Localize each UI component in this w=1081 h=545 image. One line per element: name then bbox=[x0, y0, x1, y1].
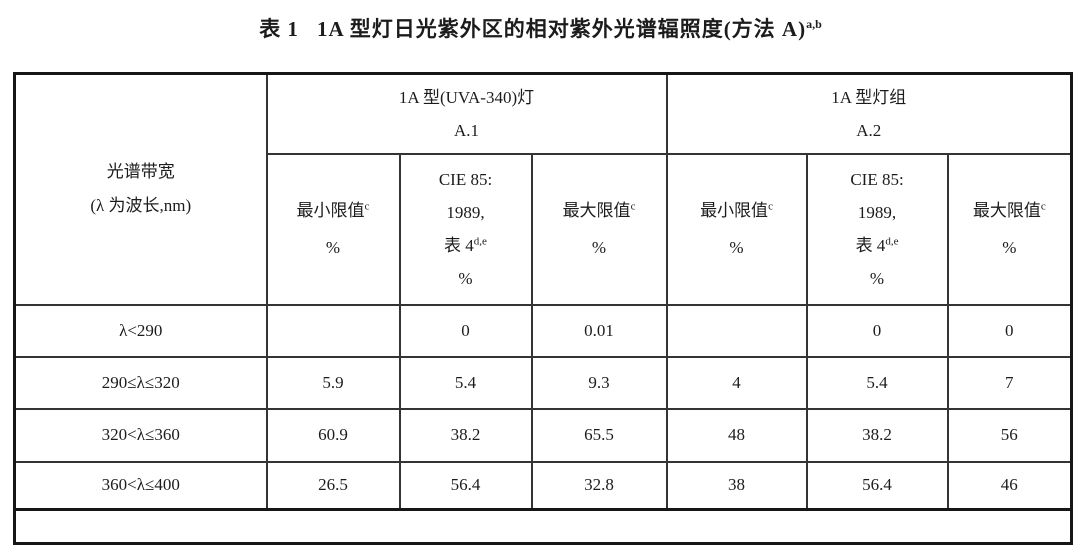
cie-unit: % bbox=[869, 269, 885, 288]
value-cell: 65.5 bbox=[530, 407, 668, 463]
footnote-stub-cell bbox=[13, 508, 1073, 545]
band-cell: 290≤λ≤320 bbox=[13, 355, 268, 410]
value-cell: 0 bbox=[398, 303, 533, 358]
value-cell: 38.2 bbox=[398, 407, 533, 463]
value-cell: 0 bbox=[805, 303, 949, 358]
value-cell bbox=[665, 303, 808, 358]
value-cell: 56.4 bbox=[805, 460, 949, 511]
band-header-cell: 光谱带宽 (λ 为波长,nm) bbox=[13, 72, 268, 306]
cie-line3: 表 4 bbox=[444, 236, 474, 255]
band-cell: λ<290 bbox=[13, 303, 268, 358]
cie-line1: CIE 85: bbox=[850, 170, 904, 189]
value-cell: 48 bbox=[665, 407, 808, 463]
footnote-section-stub bbox=[13, 508, 1073, 545]
min-label: 最小限值 bbox=[296, 201, 365, 220]
group-header-a1: 1A 型(UVA-340)灯 A.1 bbox=[265, 72, 668, 155]
cie-footnote-marker: d,e bbox=[473, 235, 487, 248]
table-number: 表 1 bbox=[259, 17, 299, 41]
page-title: 表 1 1A 型灯日光紫外区的相对紫外光谱辐照度(方法 A)a,b bbox=[0, 13, 1081, 43]
min-label: 最小限值 bbox=[700, 201, 769, 220]
value-cell: 7 bbox=[946, 355, 1073, 410]
max-label: 最大限值 bbox=[562, 201, 631, 220]
scanned-document-page: 表 1 1A 型灯日光紫外区的相对紫外光谱辐照度(方法 A)a,b 光谱带宽 (λ… bbox=[0, 13, 1081, 545]
band-header-line1: 光谱带宽 bbox=[106, 162, 175, 182]
value-cell: 60.9 bbox=[265, 407, 401, 463]
max-unit: % bbox=[1002, 238, 1017, 257]
min-footnote-marker: c bbox=[364, 200, 370, 213]
value-cell bbox=[265, 303, 401, 358]
table-title-text: 1A 型灯日光紫外区的相对紫外光谱辐照度(方法 A) bbox=[316, 17, 807, 41]
value-cell: 38.2 bbox=[805, 407, 949, 463]
table-row: 360<λ≤400 26.5 56.4 32.8 38 56.4 46 bbox=[13, 460, 1073, 511]
max-footnote-marker: c bbox=[1040, 200, 1046, 213]
group-a2-code: A.2 bbox=[856, 120, 882, 140]
group-header-a2: 1A 型灯组 A.2 bbox=[665, 72, 1073, 155]
col-header-cie-a1: CIE 85: 1989, 表 4d,e % bbox=[398, 152, 533, 306]
col-header-cie-a2: CIE 85: 1989, 表 4d,e % bbox=[805, 152, 949, 306]
value-cell: 5.9 bbox=[265, 355, 401, 410]
max-footnote-marker: c bbox=[630, 200, 636, 213]
value-cell: 5.4 bbox=[805, 355, 949, 410]
col-header-min-a1: 最小限值c % bbox=[265, 152, 401, 306]
cie-line2: 1989, bbox=[446, 203, 485, 222]
band-header-line2: (λ 为波长,nm) bbox=[90, 196, 192, 216]
band-cell: 360<λ≤400 bbox=[13, 460, 268, 511]
value-cell: 0.01 bbox=[530, 303, 668, 358]
cie-line3: 表 4 bbox=[855, 236, 886, 255]
group-a1-code: A.1 bbox=[453, 120, 480, 140]
group-a2-name: 1A 型灯组 bbox=[831, 87, 907, 107]
max-unit: % bbox=[591, 238, 607, 257]
col-header-max-a1: 最大限值c % bbox=[530, 152, 668, 306]
table-row: λ<290 0 0.01 0 0 bbox=[13, 303, 1073, 358]
min-unit: % bbox=[729, 238, 744, 257]
value-cell: 38 bbox=[665, 460, 808, 511]
title-footnote-marker: a,b bbox=[806, 17, 822, 31]
table-row: 290≤λ≤320 5.9 5.4 9.3 4 5.4 7 bbox=[13, 355, 1073, 410]
min-footnote-marker: c bbox=[768, 200, 773, 213]
col-header-min-a2: 最小限值c % bbox=[665, 152, 808, 306]
column-header-row: 最小限值c % CIE 85: 1989, 表 4d,e % 最大限值c % 最… bbox=[15, 152, 1073, 306]
value-cell: 0 bbox=[946, 303, 1073, 358]
group-a1-name: 1A 型(UVA-340)灯 bbox=[398, 87, 535, 107]
min-unit: % bbox=[325, 238, 341, 257]
value-cell: 9.3 bbox=[530, 355, 668, 410]
group-header-row: 光谱带宽 (λ 为波长,nm) 1A 型(UVA-340)灯 A.1 1A 型灯… bbox=[13, 72, 1073, 306]
value-cell: 56.4 bbox=[398, 460, 533, 511]
cie-footnote-marker: d,e bbox=[885, 235, 899, 248]
table-row: 320<λ≤360 60.9 38.2 65.5 48 38.2 56 bbox=[13, 407, 1073, 463]
value-cell: 5.4 bbox=[398, 355, 533, 410]
value-cell: 32.8 bbox=[530, 460, 668, 511]
col-header-max-a2: 最大限值c % bbox=[946, 152, 1073, 306]
max-label: 最大限值 bbox=[972, 201, 1041, 220]
value-cell: 46 bbox=[946, 460, 1073, 511]
spectral-irradiance-table: 光谱带宽 (λ 为波长,nm) 1A 型(UVA-340)灯 A.1 1A 型灯… bbox=[13, 72, 1074, 545]
value-cell: 26.5 bbox=[265, 460, 401, 511]
value-cell: 56 bbox=[946, 407, 1073, 463]
band-cell: 320<λ≤360 bbox=[13, 407, 268, 463]
cie-unit: % bbox=[458, 269, 473, 288]
cie-line2: 1989, bbox=[857, 203, 897, 222]
value-cell: 4 bbox=[665, 355, 808, 410]
cie-line1: CIE 85: bbox=[438, 170, 493, 189]
